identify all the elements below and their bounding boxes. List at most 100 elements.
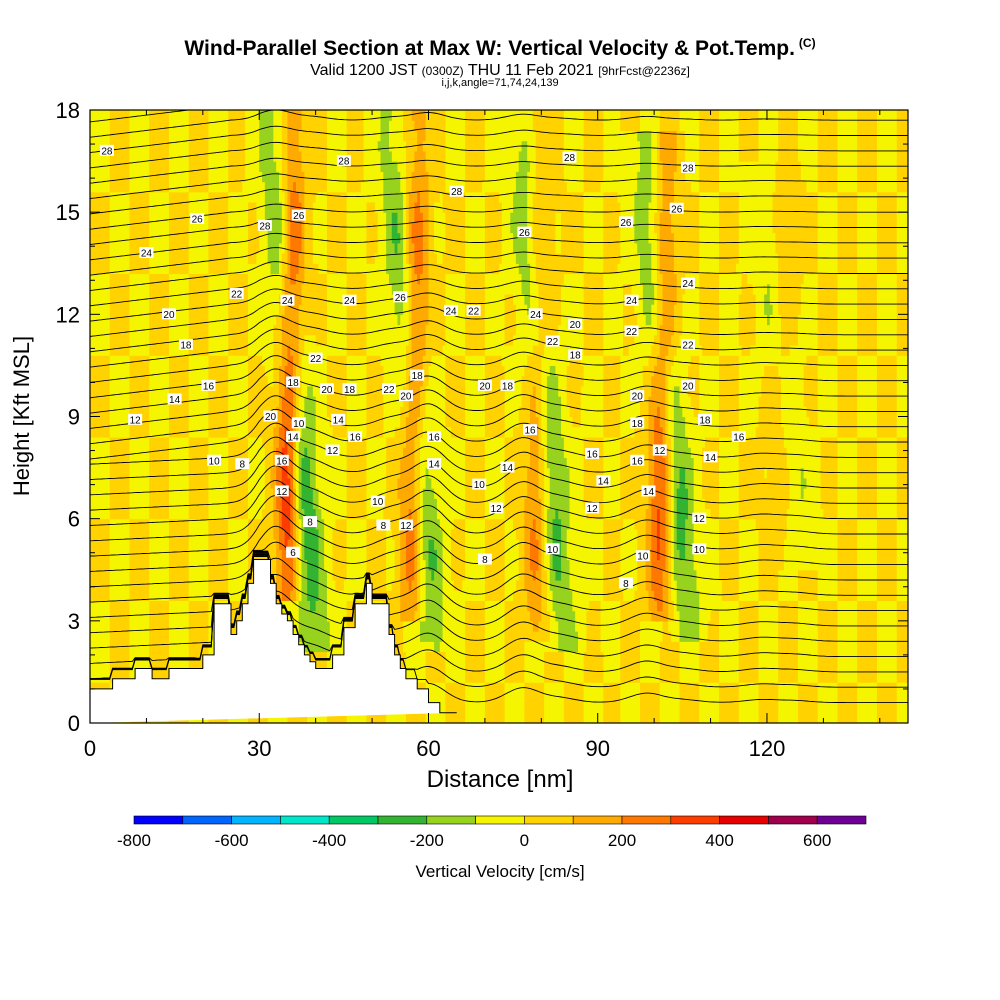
isentrope-label-bg [545, 543, 560, 555]
isentrope-line [90, 553, 908, 664]
isentrope-line [90, 173, 908, 199]
isentrope-label-bg [201, 379, 216, 391]
isentrope-label-bg [286, 546, 301, 558]
y-axis-label: Height [Kft MSL] [9, 335, 34, 497]
isentrope-label-bg [641, 485, 656, 497]
chart-title: Wind-Parallel Section at Max W: Vertical… [0, 36, 1000, 61]
isentrope-label-text: 20 [632, 392, 644, 403]
colorbar-bin [719, 815, 769, 825]
isentrope-label-text: 12 [400, 521, 412, 532]
isentrope-label-text: 8 [623, 579, 629, 590]
isentrope-label-text: 18 [288, 378, 300, 389]
isentrope-label-bg [630, 390, 645, 402]
isentrope-label-bg [652, 444, 667, 456]
isentrope-label-bg [624, 294, 639, 306]
isentrope-label-bg [286, 376, 301, 388]
isentrope-label-bg [680, 338, 695, 350]
isentrope-label-text: 10 [209, 456, 221, 467]
isentrope-label-text: 24 [344, 296, 356, 307]
isentrope-label-bg [291, 417, 306, 429]
isentrope-line [90, 450, 908, 496]
isentrope-label-text: 18 [502, 381, 514, 392]
isentrope-label-bg [393, 291, 408, 303]
isentrope-label-text: 18 [632, 419, 644, 430]
isentrope-label: 26 [393, 291, 408, 304]
isentrope-line [90, 422, 908, 465]
isentrope-label-bg [398, 390, 413, 402]
colorbar-tick-label: -800 [117, 831, 151, 850]
isentrope-label-bg [291, 209, 306, 221]
isentrope-label-text: 12 [276, 487, 288, 498]
x-tick-label: 30 [247, 736, 271, 761]
isentrope-label-text: 22 [626, 327, 638, 338]
isentrope-label-bg [280, 294, 295, 306]
y-tick-label: 15 [56, 200, 80, 225]
isentrope-label: 22 [680, 338, 695, 351]
isentropes [90, 110, 908, 704]
isentrope-label-bg [449, 185, 464, 197]
isentrope-label: 18 [500, 379, 515, 392]
isentrope-label: 22 [308, 352, 323, 365]
isentrope-label: 12 [274, 485, 289, 498]
isentrope-label: 26 [669, 202, 684, 215]
isentrope-label: 22 [381, 383, 396, 396]
isentrope-label: 16 [348, 430, 363, 443]
isentrope-label-bg [274, 454, 289, 466]
isentrope-label-text: 10 [474, 480, 486, 491]
isentrope-label-text: 22 [231, 289, 243, 300]
isentrope-line [90, 288, 908, 322]
isentrope-label-text: 24 [282, 296, 294, 307]
isentrope-label-text: 16 [429, 432, 441, 443]
isentrope-label-bg [568, 349, 583, 361]
isentrope-label-bg [562, 151, 577, 163]
isentrope-line [90, 552, 908, 634]
isentrope-line [90, 494, 908, 542]
y-tick-label: 12 [56, 302, 80, 327]
colorbar-bin [231, 815, 281, 825]
isentrope-label-bg [545, 335, 560, 347]
isentrope-label-text: 8 [482, 555, 488, 566]
isentrope-label-bg [731, 430, 746, 442]
isentrope-line [90, 203, 908, 230]
y-tick-label: 18 [56, 98, 80, 123]
isentrope-label: 14 [167, 393, 182, 406]
isentrope-label-text: 26 [519, 228, 531, 239]
isentrope-label-text: 8 [240, 460, 246, 471]
colorbar-bin [475, 815, 525, 825]
isentrope-label-text: 14 [598, 477, 610, 488]
isentrope-label-bg [517, 226, 532, 238]
isentrope-label-text: 10 [547, 545, 559, 556]
isentrope-label: 12 [128, 413, 143, 426]
colorbar-bin [133, 815, 184, 825]
isentrope-label-bg [235, 458, 250, 470]
isentrope-label: 28 [336, 155, 351, 168]
isentrope-label-text: 10 [694, 545, 706, 556]
isentrope-label: 10 [692, 543, 707, 556]
isentrope-label-text: 12 [654, 446, 666, 457]
isentrope-line [90, 261, 908, 291]
isentrope-label-text: 26 [395, 293, 407, 304]
isentrope-label-text: 20 [321, 385, 333, 396]
isentrope-label-bg [381, 383, 396, 395]
isentrope-label: 20 [398, 390, 413, 403]
isentrope-label-bg [697, 413, 712, 425]
isentrope-label-text: 18 [180, 340, 192, 351]
isentrope-label: 28 [680, 161, 695, 174]
isentrope-line [90, 368, 908, 414]
isentrope-label: 28 [257, 219, 272, 232]
colorbar-tick-label: 400 [705, 831, 733, 850]
isentrope-label: 20 [568, 318, 583, 331]
isentrope-label: 26 [618, 216, 633, 229]
isentrope-label: 16 [201, 379, 216, 392]
isentrope-line [90, 247, 908, 276]
isentrope-label: 12 [489, 502, 504, 515]
colorbar-bin [524, 815, 574, 825]
isentrope-label: 24 [139, 247, 154, 260]
y-tick-label: 6 [68, 507, 80, 532]
isentrope-line [90, 552, 908, 649]
isentrope-label-text: 18 [344, 385, 356, 396]
isentrope-label: 16 [731, 430, 746, 443]
isentrope-label: 16 [523, 424, 538, 437]
isentrope-label-text: 24 [626, 296, 638, 307]
isentrope-label-text: 22 [682, 340, 694, 351]
